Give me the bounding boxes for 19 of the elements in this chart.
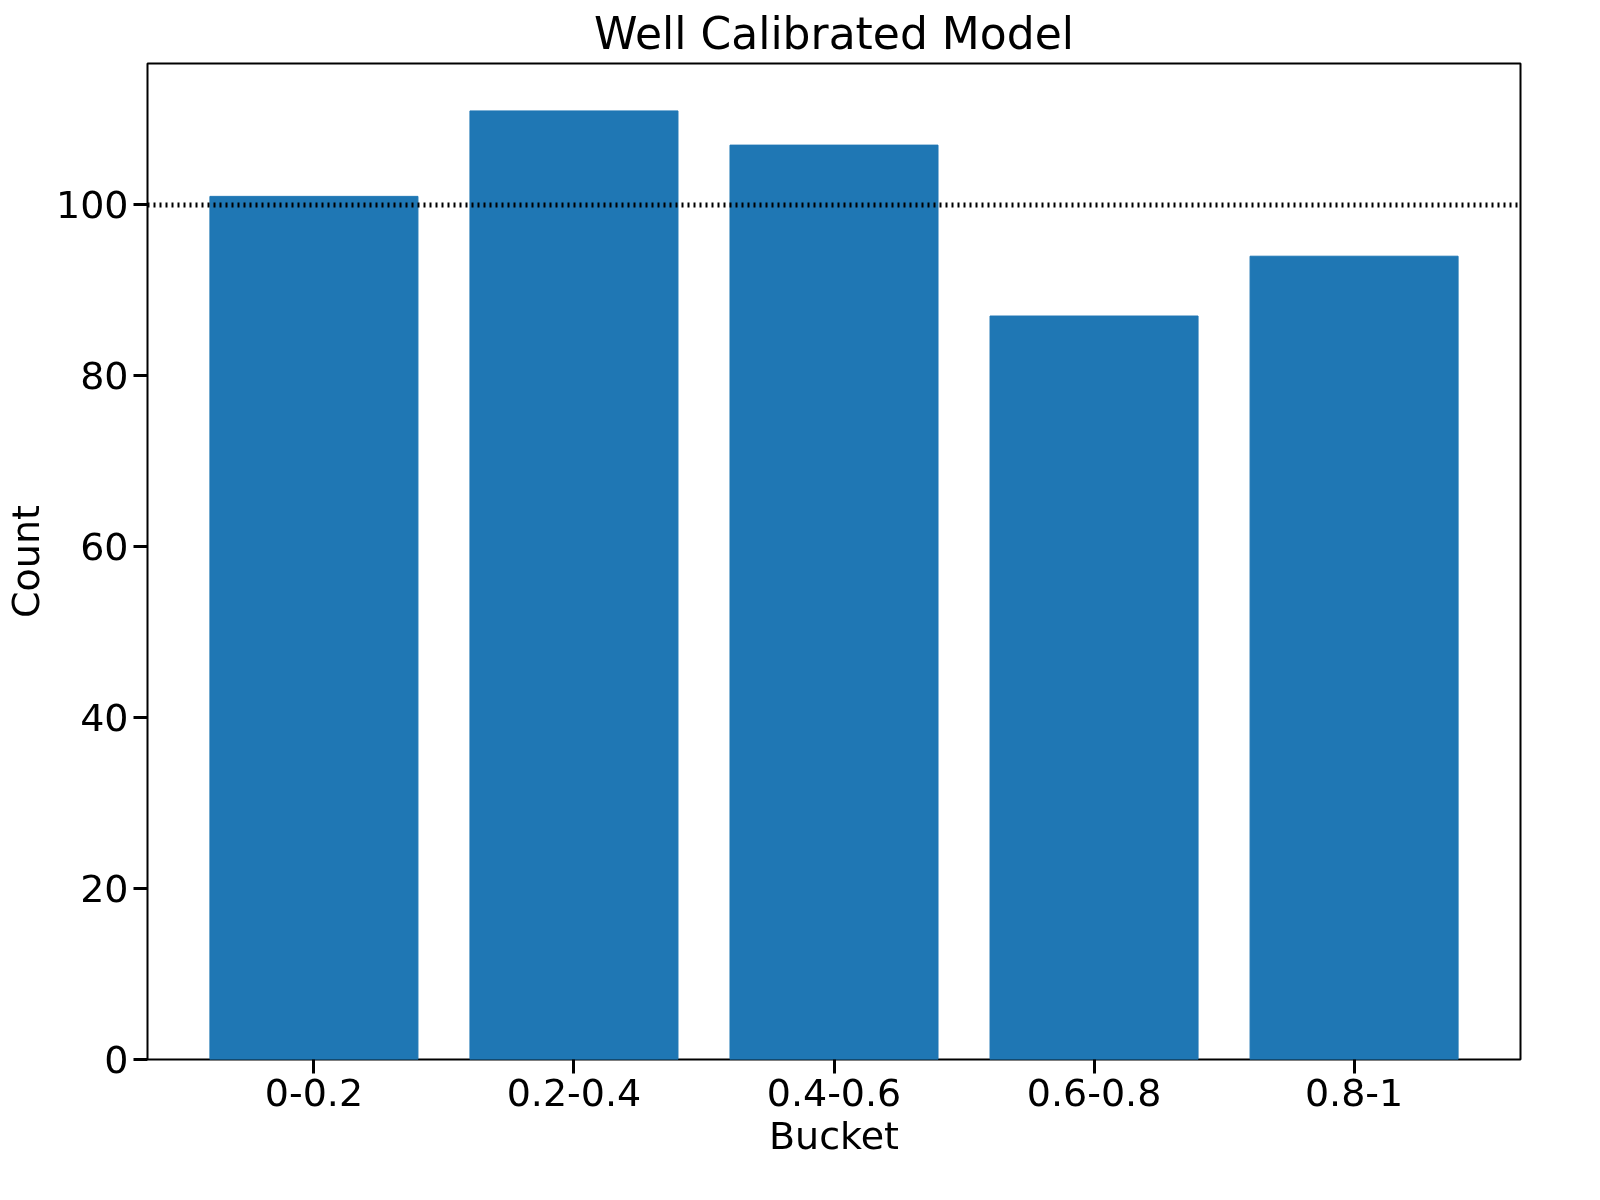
chart-title: Well Calibrated Model [594,7,1074,59]
x-tick-label: 0.4-0.6 [766,1070,902,1115]
bar [209,195,419,1060]
x-tick-label: 0.2-0.4 [506,1070,642,1115]
y-tick-label: 0 [104,1038,129,1082]
bar [1249,255,1459,1060]
bar [729,144,939,1060]
y-tick-label: 20 [80,867,129,912]
bar [989,315,1199,1060]
y-tick-label: 100 [55,183,129,228]
y-tick-label: 40 [80,696,129,741]
bar [469,110,679,1060]
y-tick-label: 80 [80,354,129,399]
y-axis-title: Count [3,505,48,618]
x-tick-label: 0-0.2 [264,1070,364,1115]
x-axis-title: Bucket [769,1113,899,1158]
x-tick-label: 0.8-1 [1304,1070,1404,1115]
y-tick-label: 60 [80,525,129,570]
x-tick-label: 0.6-0.8 [1026,1070,1162,1115]
